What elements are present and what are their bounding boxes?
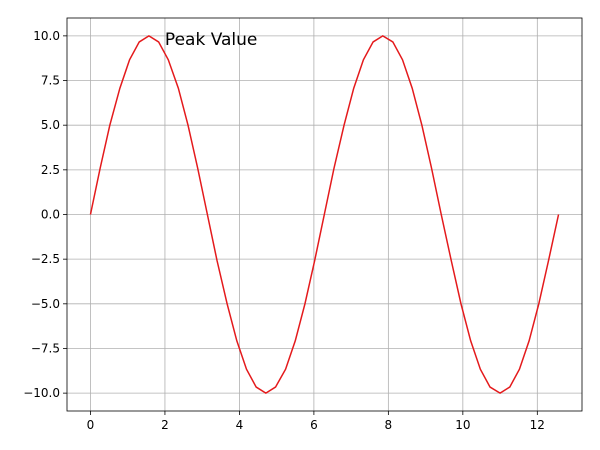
y-tick-label: 5.0 — [41, 118, 60, 132]
x-tick-label: 10 — [455, 418, 470, 432]
x-tick-label: 12 — [530, 418, 545, 432]
x-tick-label: 4 — [236, 418, 244, 432]
y-tick-label: −5.0 — [31, 297, 60, 311]
annotation: Peak Value — [165, 30, 257, 50]
y-tick-label: −10.0 — [23, 386, 60, 400]
y-tick-label: 0.0 — [41, 208, 60, 222]
y-tick-label: −7.5 — [31, 341, 60, 355]
y-tick-label: 10.0 — [33, 29, 60, 43]
x-tick-label: 8 — [385, 418, 393, 432]
x-tick-label: 6 — [310, 418, 318, 432]
line-series — [89, 34, 560, 395]
y-tick-label: 7.5 — [41, 74, 60, 88]
y-tick-label: 2.5 — [41, 163, 60, 177]
x-tick-label: 0 — [87, 418, 95, 432]
x-tick-label: 2 — [161, 418, 169, 432]
plot-frame — [66, 17, 583, 412]
y-tick-label: −2.5 — [31, 252, 60, 266]
